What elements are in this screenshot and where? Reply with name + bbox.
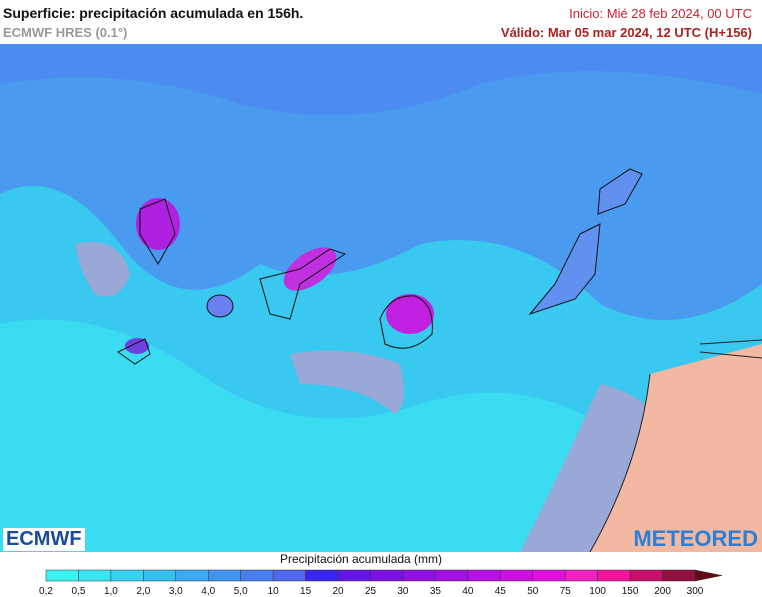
legend-label: 150	[622, 586, 639, 597]
meteored-logo: METEORED	[633, 526, 758, 551]
ecmwf-logo: ECMWF	[3, 528, 85, 551]
legend-label: 30	[397, 586, 409, 597]
color-swatch	[467, 569, 501, 582]
color-swatch	[272, 569, 306, 582]
legend-label: 5,0	[234, 586, 248, 597]
color-swatch	[662, 569, 696, 582]
model: ECMWF HRES (0.1°)	[3, 25, 128, 40]
color-swatch	[597, 569, 631, 582]
legend-label: 3,0	[169, 586, 183, 597]
legend-label: 35	[430, 586, 442, 597]
start-time: Inicio: Mié 28 feb 2024, 00 UTC	[569, 6, 752, 21]
legend-label: 50	[527, 586, 539, 597]
color-swatch	[175, 569, 209, 582]
color-swatch	[45, 569, 79, 582]
color-swatch	[564, 569, 598, 582]
legend-label: 10	[268, 586, 280, 597]
color-swatch	[208, 569, 241, 582]
legend-label: 2,0	[136, 586, 150, 597]
color-swatch	[370, 569, 404, 582]
valid-time: Válido: Mar 05 mar 2024, 12 UTC (H+156)	[500, 25, 752, 40]
legend-label: 0,2	[39, 586, 53, 597]
legend-label: 100	[589, 586, 606, 597]
legend-label: 25	[365, 586, 377, 597]
legend-label: 0,5	[71, 586, 85, 597]
color-swatch	[402, 569, 436, 582]
color-swatch	[305, 569, 339, 582]
legend-label: 45	[495, 586, 507, 597]
legend-label: 300	[687, 586, 704, 597]
legend-label: 75	[560, 586, 572, 597]
legend-label: 40	[462, 586, 474, 597]
legend-label: 1,0	[104, 586, 118, 597]
color-arrow	[694, 569, 723, 582]
title: Superficie: precipitación acumulada en 1…	[3, 5, 304, 21]
color-swatch	[110, 569, 144, 582]
color-swatch	[435, 569, 469, 582]
color-swatch	[500, 569, 533, 582]
legend-label: 15	[300, 586, 312, 597]
color-swatch	[240, 569, 274, 582]
map	[0, 44, 762, 552]
color-swatch	[143, 569, 177, 582]
legend-label: 200	[654, 586, 671, 597]
legend-label: 4,0	[201, 586, 215, 597]
color-swatch	[532, 569, 566, 582]
color-swatch	[78, 569, 112, 582]
legend-title: Precipitación acumulada (mm)	[280, 552, 442, 566]
colorbar: Precipitación acumulada (mm) 0,2 0,5 1,0 2,…	[39, 552, 723, 597]
color-swatch	[629, 569, 663, 582]
legend-label: 20	[332, 586, 344, 597]
color-swatch	[337, 569, 371, 582]
